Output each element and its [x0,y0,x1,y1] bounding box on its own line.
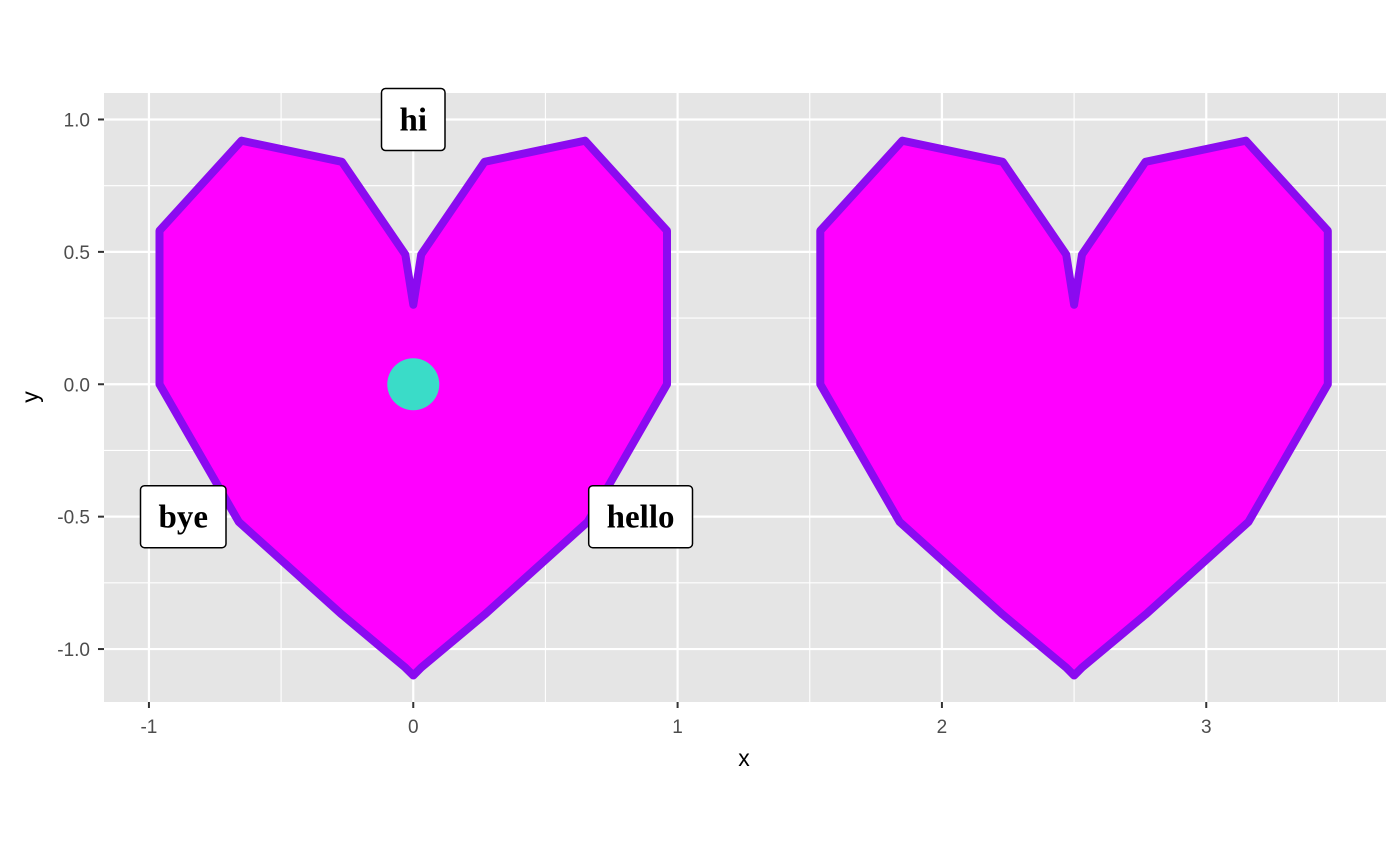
hearts-layer [155,136,1332,680]
label-box [380,87,446,152]
y-tick-label: -1.0 [57,640,90,661]
x-tick-label: -1 [140,717,157,738]
y-tick-label: -0.5 [57,508,90,529]
x-tick-label: 0 [408,717,419,738]
x-axis-title: x [738,745,750,771]
y-tick-label: 0.5 [64,243,90,264]
labels-layer: hi bye hello [139,87,694,549]
label-text: hello [607,500,675,536]
label-box [139,484,227,549]
y-axis-title: y [17,391,43,403]
points-layer [387,358,440,411]
y-axis: 1.0 0.5 0.0 -0.5 -1.0 [57,110,104,661]
text-label-bye: bye [139,484,227,549]
heart-polygon-2 [816,136,1332,680]
label-text: hi [400,102,428,138]
x-tick-label: 1 [672,717,683,738]
label-box [587,484,694,549]
text-label-hello: hello [587,484,694,549]
text-label-hi: hi [380,87,446,152]
data-point [387,358,440,411]
x-axis: -1 0 1 2 3 [140,702,1212,738]
y-tick-label: 1.0 [64,110,90,131]
x-tick-label: 3 [1201,717,1212,738]
x-tick-label: 2 [937,717,948,738]
label-text: bye [159,500,209,536]
y-tick-label: 0.0 [64,375,90,396]
